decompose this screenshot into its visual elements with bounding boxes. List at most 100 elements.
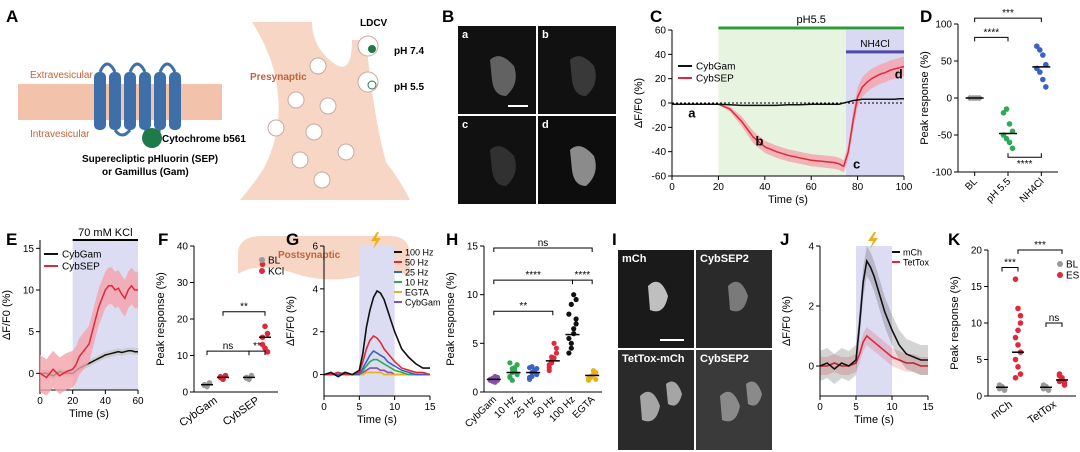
y-tick-label: 10	[177, 351, 189, 362]
category-label: CybSEP	[221, 395, 262, 429]
y-tick-label: 15	[23, 244, 35, 255]
y-axis-label: Peak response (%)	[155, 272, 167, 366]
y-tick-label: 0	[808, 362, 814, 373]
chart-d: D -100 -50 0 50 100 Peak response (%) BL pH 5.5 N…	[919, 7, 1058, 205]
category-label: NH4Cl	[1018, 176, 1047, 205]
panel-j-label: J	[780, 230, 789, 249]
stim-label: 70 mM KCl	[78, 227, 132, 239]
panel-a-label: A	[6, 7, 18, 26]
y-tick-label: -100	[932, 168, 952, 179]
micrograph-tettox-label: TetTox-mCh	[622, 353, 685, 365]
category-label: CybGam	[177, 395, 219, 430]
legend-label: CybGam	[696, 62, 735, 73]
legend-swatch	[1057, 272, 1063, 278]
extravesicular-label: Extravesicular	[30, 70, 93, 81]
data-point	[1006, 139, 1013, 146]
sep-label-line1: Superecliptic pHluorin (SEP)	[82, 154, 218, 165]
y-tick-label: 6	[312, 242, 318, 253]
data-point	[1006, 121, 1013, 127]
data-point	[1056, 372, 1063, 379]
data-point	[534, 366, 540, 372]
data-point	[494, 377, 501, 383]
legend-label: mCh	[903, 248, 922, 258]
panel-h-label: H	[446, 230, 458, 249]
micrograph-cybsep2-top-label: CybSEP2	[700, 253, 749, 265]
legend-swatch	[259, 257, 265, 263]
series-line-cybgam	[672, 97, 904, 107]
sig-bracket	[1007, 153, 1042, 158]
micrograph-c-label: c	[462, 119, 468, 131]
panel-e-label: E	[6, 230, 17, 249]
data-point	[551, 340, 557, 346]
sig-bracket	[493, 247, 593, 252]
x-tick-label: 15	[424, 402, 436, 413]
data-point	[264, 330, 271, 337]
x-axis-label: Time (s)	[69, 408, 109, 420]
category-label: BL	[963, 176, 980, 193]
chart-k: K 0 5 10 15 20 Peak response (%) mCh TetTox *** ns…	[948, 230, 1080, 427]
x-axis-label: Time (s)	[357, 414, 397, 426]
vesicles	[267, 57, 355, 189]
data-point	[566, 335, 572, 342]
sig-label: ****	[525, 270, 541, 281]
data-point	[546, 367, 552, 374]
data-point	[1012, 374, 1019, 381]
presynaptic-label: Presynaptic	[250, 72, 307, 83]
y-tick-label: 0	[312, 370, 318, 381]
data-point	[588, 373, 594, 380]
legend-label: 10 Hz	[405, 278, 429, 288]
panel-c-label: C	[650, 7, 662, 26]
y-tick-label: 50	[941, 57, 953, 68]
postsynaptic-label: Postsynaptic	[278, 250, 341, 261]
data-point	[1012, 334, 1019, 341]
legend-label: BL	[268, 256, 281, 267]
category-label: mCh	[989, 399, 1015, 422]
y-tick-label: 10	[467, 290, 479, 301]
panel-b: B a b c d	[442, 7, 616, 204]
sig-bracket	[1045, 322, 1063, 327]
panel-i-label: I	[612, 230, 617, 249]
y-tick-label: 40	[177, 242, 189, 253]
data-point	[573, 321, 579, 327]
data-point	[262, 323, 268, 330]
data-point	[1040, 52, 1046, 58]
data-point	[514, 362, 520, 368]
y-tick-label: 0	[472, 388, 478, 399]
series-line	[324, 334, 431, 376]
y-tick-label: 5	[28, 327, 34, 338]
annotation-d: d	[895, 67, 903, 82]
data-point	[1045, 386, 1052, 393]
series-line-cybsep	[39, 284, 138, 379]
y-axis-label: ΔF/F0 (%)	[1, 290, 13, 340]
y-axis-label: Peak response (%)	[949, 276, 961, 370]
sep-dim-icon	[367, 80, 377, 90]
data-point	[1009, 145, 1016, 152]
data-point	[1017, 320, 1024, 326]
data-point	[1012, 356, 1019, 363]
data-point	[566, 350, 572, 356]
sig-bracket	[974, 36, 1009, 42]
y-tick-label: 10	[971, 319, 983, 330]
x-tick-label: 5	[853, 402, 859, 413]
series-line	[323, 289, 430, 378]
data-point	[1017, 371, 1024, 377]
intravesicular-label: Intravesicular	[30, 129, 90, 140]
data-point	[1001, 386, 1008, 393]
legend-label: CybSEP	[62, 262, 100, 273]
cytochrome-label: Cytochrome b561	[162, 134, 246, 145]
y-tick-label: -50	[938, 131, 953, 142]
data-point	[1015, 305, 1021, 312]
series-line	[820, 334, 928, 367]
sig-label: ****	[575, 270, 591, 281]
legend-swatch	[1057, 261, 1063, 267]
legend-label: CybGam	[62, 250, 101, 261]
data-point	[573, 296, 579, 303]
sig-label: **	[253, 341, 261, 352]
category-label: TetTox	[1026, 398, 1059, 426]
data-point	[546, 362, 552, 368]
data-point	[573, 316, 579, 322]
data-point	[1009, 128, 1016, 135]
